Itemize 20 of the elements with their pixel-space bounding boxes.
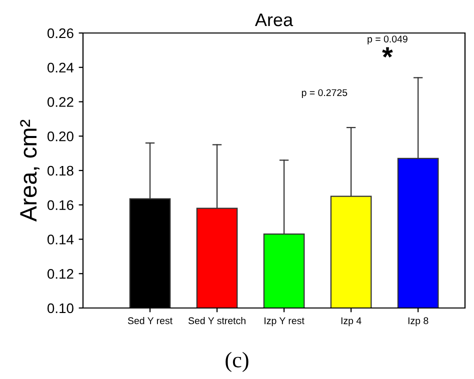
chart-title: Area bbox=[254, 14, 294, 26]
y-tick-label: 0.16 bbox=[47, 200, 74, 210]
x-tick-label: Izp 4 bbox=[341, 317, 362, 326]
y-tick-label: 0.26 bbox=[47, 28, 74, 38]
x-tick-label: Sed Y stretch bbox=[188, 317, 246, 324]
y-tick-label: 0.14 bbox=[47, 234, 74, 244]
y-tick-label: 0.24 bbox=[47, 62, 74, 73]
y-tick-label: 0.20 bbox=[47, 131, 74, 142]
x-tick-label: Izp 8 bbox=[408, 317, 428, 326]
annotation: * bbox=[382, 47, 393, 58]
annotation: p = 0.2725 bbox=[302, 89, 348, 98]
x-tick-label: Sed Y rest bbox=[128, 317, 172, 324]
y-tick-label: 0.12 bbox=[47, 268, 74, 279]
y-tick-label: 0.10 bbox=[47, 303, 74, 314]
text: (c) bbox=[226, 352, 248, 372]
y-axis-title: Area, cm² bbox=[20, 120, 40, 222]
x-tick-label: Izp Y rest bbox=[264, 317, 304, 326]
y-tick-label: 0.22 bbox=[47, 97, 74, 107]
y-tick-label: 0.18 bbox=[47, 166, 74, 176]
annotation: p = 0.049 bbox=[368, 36, 408, 44]
